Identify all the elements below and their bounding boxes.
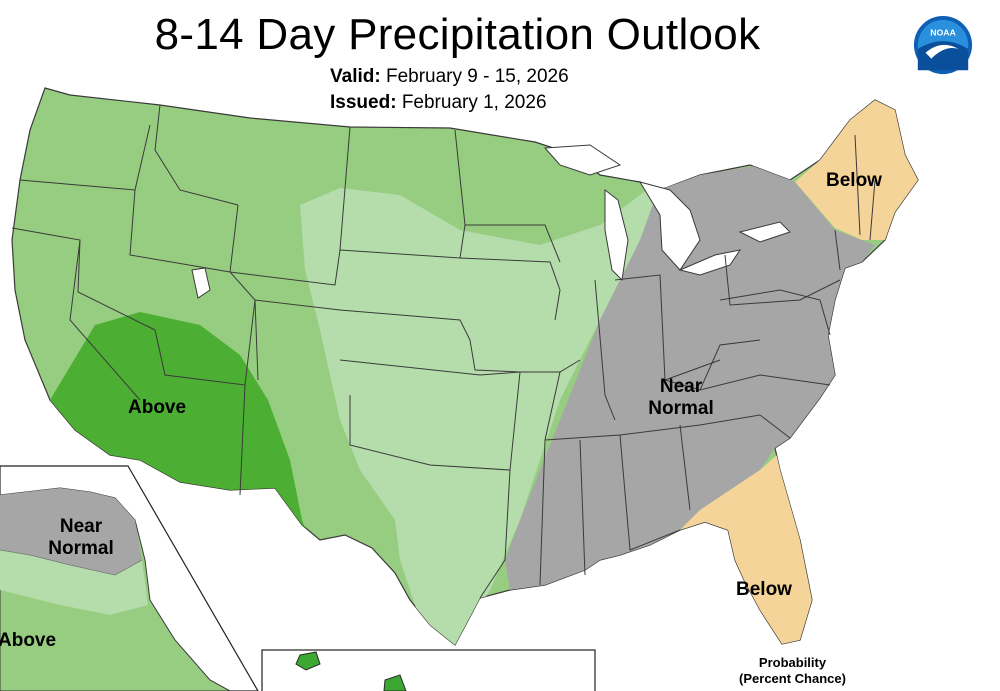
- below-southeast-region: [680, 448, 812, 644]
- issued-line: Issued: February 1, 2026: [330, 92, 547, 114]
- valid-value: February 9 - 15, 2026: [385, 66, 569, 87]
- alaska-near-normal: [0, 488, 142, 575]
- near-normal-region: [505, 165, 875, 590]
- label-near-normal-east: Near Normal: [640, 376, 722, 420]
- noaa-logo-icon: NOAA: [913, 15, 973, 75]
- label-below-northeast: Below: [826, 170, 882, 191]
- label-above-southwest: Above: [128, 397, 187, 418]
- state-borders: [11, 104, 876, 599]
- label-alaska-near-normal-line1: Near: [59, 516, 103, 537]
- label-near-normal-east-line1: Near: [659, 376, 703, 397]
- noaa-logo-text: NOAA: [930, 27, 956, 37]
- hawaii-inset: [261, 649, 596, 691]
- valid-label: Valid:: [330, 66, 381, 87]
- probability-caption-line2: (Percent Chance): [739, 671, 846, 686]
- great-salt-lake: [191, 267, 211, 299]
- label-alaska-near-normal: Near Normal: [40, 516, 122, 560]
- issued-value: February 1, 2026: [401, 92, 547, 113]
- label-near-normal-east-line2: Normal: [648, 398, 714, 419]
- above-weak-region: [300, 180, 680, 645]
- label-below-southeast: Below: [736, 579, 792, 600]
- probability-caption-line1: Probability: [758, 655, 827, 670]
- valid-line: Valid: February 9 - 15, 2026: [330, 66, 569, 88]
- label-alaska-near-normal-line2: Normal: [48, 538, 114, 559]
- alaska-above-weak: [0, 550, 148, 615]
- probability-caption: Probability (Percent Chance): [715, 655, 870, 687]
- issued-label: Issued:: [330, 92, 397, 113]
- page-title: 8-14 Day Precipitation Outlook: [154, 10, 761, 59]
- label-alaska-above: Above: [0, 630, 57, 651]
- great-lakes: [543, 144, 791, 282]
- alaska-inset: [0, 465, 259, 691]
